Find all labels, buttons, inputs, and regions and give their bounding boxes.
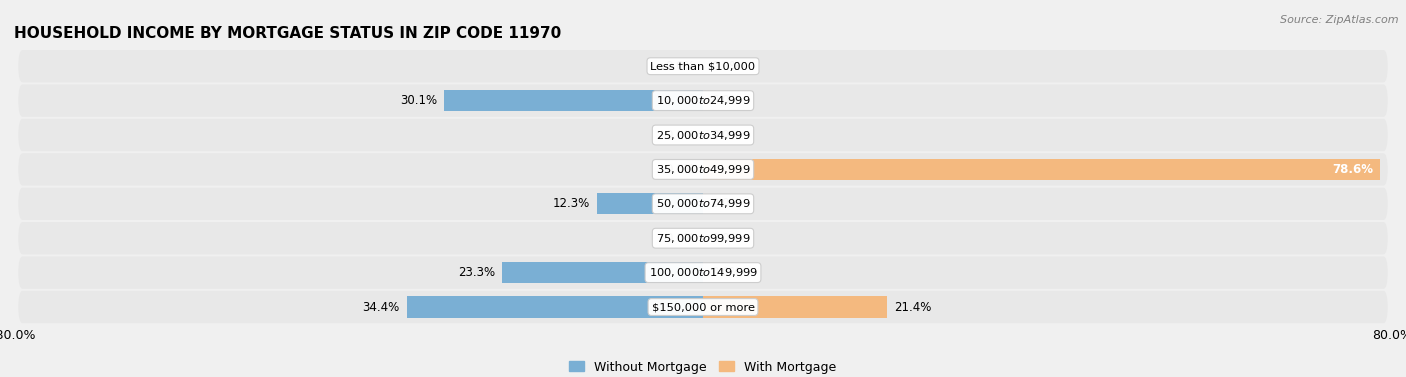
Text: 30.1%: 30.1% [399, 94, 437, 107]
Text: HOUSEHOLD INCOME BY MORTGAGE STATUS IN ZIP CODE 11970: HOUSEHOLD INCOME BY MORTGAGE STATUS IN Z… [14, 26, 561, 41]
Text: 12.3%: 12.3% [553, 197, 591, 210]
Bar [703, 159, 1379, 180]
FancyBboxPatch shape [18, 153, 1388, 185]
Bar [444, 90, 703, 111]
Text: $150,000 or more: $150,000 or more [651, 302, 755, 312]
Bar [406, 296, 703, 318]
Text: 0.0%: 0.0% [711, 197, 741, 210]
Text: $50,000 to $74,999: $50,000 to $74,999 [655, 197, 751, 210]
Bar [502, 262, 703, 283]
FancyBboxPatch shape [18, 119, 1388, 151]
FancyBboxPatch shape [18, 50, 1388, 83]
Text: 0.0%: 0.0% [711, 129, 741, 141]
Text: 0.0%: 0.0% [711, 60, 741, 73]
Text: $35,000 to $49,999: $35,000 to $49,999 [655, 163, 751, 176]
Text: Source: ZipAtlas.com: Source: ZipAtlas.com [1281, 15, 1399, 25]
Text: $100,000 to $149,999: $100,000 to $149,999 [648, 266, 758, 279]
FancyBboxPatch shape [18, 256, 1388, 289]
Text: 78.6%: 78.6% [1331, 163, 1374, 176]
Text: 0.0%: 0.0% [665, 129, 695, 141]
FancyBboxPatch shape [18, 84, 1388, 117]
Text: $10,000 to $24,999: $10,000 to $24,999 [655, 94, 751, 107]
Bar [703, 296, 887, 318]
Bar [598, 193, 703, 215]
Text: $25,000 to $34,999: $25,000 to $34,999 [655, 129, 751, 141]
Text: 0.0%: 0.0% [665, 232, 695, 245]
FancyBboxPatch shape [18, 291, 1388, 323]
Text: 34.4%: 34.4% [363, 300, 399, 314]
Text: Less than $10,000: Less than $10,000 [651, 61, 755, 71]
Text: $75,000 to $99,999: $75,000 to $99,999 [655, 232, 751, 245]
Text: 21.4%: 21.4% [894, 300, 932, 314]
FancyBboxPatch shape [18, 188, 1388, 220]
Text: 0.0%: 0.0% [711, 232, 741, 245]
FancyBboxPatch shape [18, 222, 1388, 254]
Text: 23.3%: 23.3% [458, 266, 495, 279]
Legend: Without Mortgage, With Mortgage: Without Mortgage, With Mortgage [564, 356, 842, 377]
Text: 0.0%: 0.0% [711, 94, 741, 107]
Text: 0.0%: 0.0% [711, 266, 741, 279]
Text: 0.0%: 0.0% [665, 60, 695, 73]
Text: 0.0%: 0.0% [665, 163, 695, 176]
